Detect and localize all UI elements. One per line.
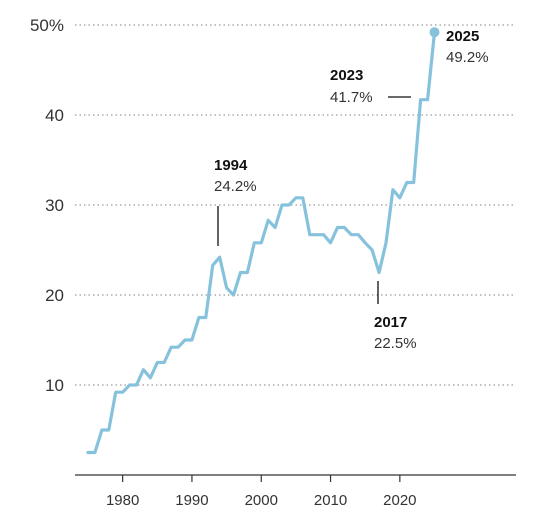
- x-tick-label: 2000: [245, 492, 278, 509]
- x-tick-label: 1980: [106, 492, 139, 509]
- y-axis: 10 20 30 40 50%: [30, 16, 64, 395]
- y-tick-label: 40: [45, 106, 64, 125]
- gridlines: [75, 24, 516, 386]
- annotation-2017-value: 22.5%: [374, 335, 417, 352]
- x-tick-label: 1990: [175, 492, 208, 509]
- x-tick-label: 2020: [383, 492, 416, 509]
- y-tick-label: 10: [45, 376, 64, 395]
- y-tick-label: 50%: [30, 16, 64, 35]
- annotation-2025-year: 2025: [446, 28, 479, 45]
- annotation-1994-year: 1994: [214, 157, 248, 174]
- annotation-2025: 2025 49.2%: [446, 28, 489, 66]
- annotation-2023-value: 41.7%: [330, 89, 373, 106]
- series-line: [86, 30, 437, 455]
- annotation-1994-value: 24.2%: [214, 178, 257, 195]
- y-tick-label: 30: [45, 196, 64, 215]
- endpoint-marker: [429, 27, 440, 38]
- annotation-1994: 1994 24.2%: [214, 157, 257, 246]
- annotation-2017-year: 2017: [374, 314, 407, 331]
- annotation-2025-value: 49.2%: [446, 49, 489, 66]
- x-tick-label: 2010: [314, 492, 347, 509]
- y-tick-label: 20: [45, 286, 64, 305]
- annotation-2023: 2023 41.7%: [330, 67, 411, 106]
- annotation-2023-year: 2023: [330, 67, 363, 84]
- annotation-2017: 2017 22.5%: [374, 281, 417, 352]
- x-axis: 1980 1990 2000 2010 2020: [106, 475, 417, 509]
